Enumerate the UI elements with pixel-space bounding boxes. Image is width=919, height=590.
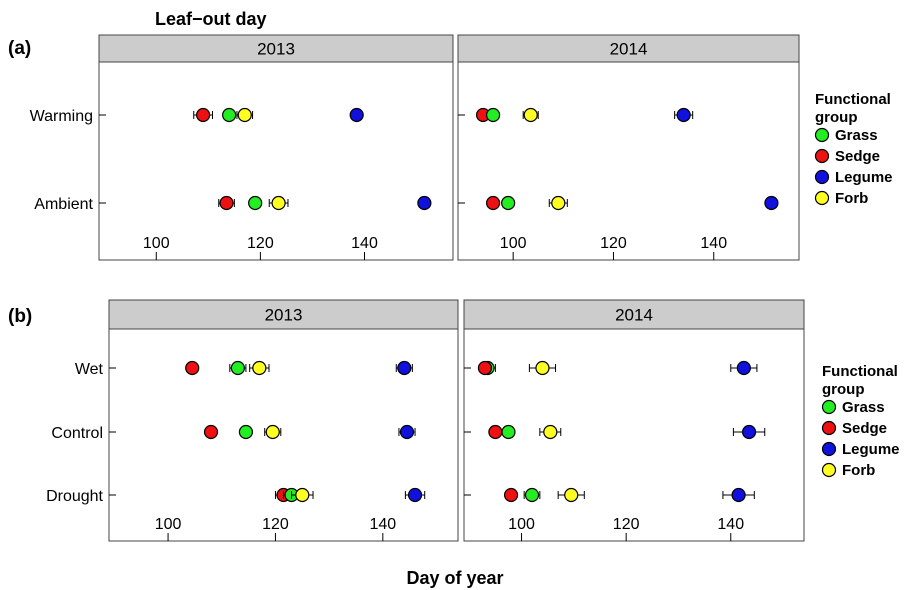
legend-swatch-sedge — [814, 148, 830, 164]
facet-strip — [108, 299, 459, 330]
data-point-sedge — [488, 424, 503, 440]
data-point-grass — [486, 107, 501, 123]
legend-item-label: Forb — [842, 462, 875, 479]
legend-title: group — [822, 381, 865, 398]
data-point-sedge — [196, 107, 211, 123]
data-point-legume — [407, 487, 423, 503]
legend-swatch-legume — [821, 441, 837, 457]
legend-swatch-legume — [814, 169, 830, 185]
data-point-legume — [676, 107, 691, 123]
x-tick-label: 100 — [155, 516, 182, 533]
data-point-grass — [501, 424, 516, 440]
facet-frame — [457, 61, 800, 261]
legend-item-label: Legume — [835, 169, 893, 186]
data-point-grass — [238, 424, 254, 440]
legend-swatch-forb — [821, 462, 837, 478]
data-point-legume — [397, 360, 412, 376]
x-tick-label: 100 — [500, 235, 527, 252]
legend-item-label: Sedge — [842, 420, 887, 437]
legend-item-label: Forb — [835, 190, 868, 207]
legend-title: Functional — [815, 91, 891, 108]
row-label: Drought — [46, 488, 103, 505]
data-point-forb — [265, 424, 280, 440]
data-point-legume — [417, 195, 432, 211]
legend-item-label: Grass — [835, 127, 878, 144]
row-label: Wet — [75, 361, 104, 378]
x-tick-label: 100 — [508, 516, 535, 533]
data-point-forb — [252, 360, 267, 376]
facet-strip-label: 2014 — [615, 306, 653, 325]
plot-area: (a) 2013 100 120 140 2014 100 120 140 Warming Ambi… — [8, 34, 900, 542]
data-point-legume — [736, 360, 751, 376]
x-tick-label: 120 — [262, 516, 289, 533]
legend-item-label: Sedge — [835, 148, 880, 165]
legend-item-label: Grass — [842, 399, 885, 416]
data-point-grass — [501, 195, 516, 211]
facet-frame — [463, 328, 805, 542]
facet-strip — [98, 34, 454, 63]
figure-title: Leaf−out day — [155, 9, 267, 29]
x-tick-label: 120 — [247, 235, 274, 252]
data-point-forb — [564, 487, 579, 503]
data-point-sedge — [185, 360, 200, 376]
row-label: Control — [51, 425, 103, 442]
data-point-legume — [349, 107, 364, 123]
data-point-forb — [535, 360, 550, 376]
panel-label: (b) — [8, 306, 32, 327]
x-tick-label: 140 — [351, 235, 378, 252]
x-tick-label: 120 — [600, 235, 627, 252]
data-point-legume — [731, 487, 746, 503]
legend-item-label: Legume — [842, 441, 900, 458]
data-point-sedge — [486, 195, 501, 211]
legend-swatch-grass — [821, 399, 837, 415]
x-tick-label: 100 — [143, 235, 170, 252]
data-point-sedge — [477, 360, 493, 376]
data-point-legume — [741, 424, 757, 440]
legend-swatch-forb — [814, 190, 830, 206]
data-point-grass — [222, 107, 237, 123]
facet-frame — [98, 61, 454, 261]
facet-strip — [457, 34, 800, 63]
data-point-forb — [523, 107, 538, 123]
x-tick-label: 120 — [613, 516, 640, 533]
facet-strip — [463, 299, 805, 330]
data-point-legume — [764, 195, 779, 211]
x-tick-label: 140 — [717, 516, 744, 533]
data-point-forb — [543, 424, 558, 440]
legend-swatch-sedge — [821, 420, 837, 436]
panel-label: (a) — [8, 38, 31, 59]
data-point-forb — [271, 195, 286, 211]
facet-strip-label: 2013 — [265, 306, 303, 325]
data-point-grass — [524, 487, 540, 503]
facet-strip-label: 2013 — [257, 40, 295, 59]
data-point-forb — [237, 107, 252, 123]
data-point-forb — [295, 487, 310, 503]
x-tick-label: 140 — [369, 516, 396, 533]
x-axis-title: Day of year — [406, 568, 503, 588]
data-point-grass — [248, 195, 263, 211]
data-point-sedge — [503, 487, 519, 503]
data-point-sedge — [203, 424, 219, 440]
data-point-forb — [551, 195, 566, 211]
data-point-legume — [399, 424, 415, 440]
legend-title: group — [815, 109, 858, 126]
x-tick-label: 140 — [700, 235, 727, 252]
data-point-grass — [230, 360, 245, 376]
facet-frame — [108, 328, 459, 542]
row-label: Warming — [30, 108, 93, 125]
row-label: Ambient — [34, 196, 93, 213]
facet-strip-label: 2014 — [610, 40, 648, 59]
legend-title: Functional — [822, 363, 898, 380]
data-point-sedge — [219, 195, 234, 211]
legend-swatch-grass — [814, 127, 830, 143]
